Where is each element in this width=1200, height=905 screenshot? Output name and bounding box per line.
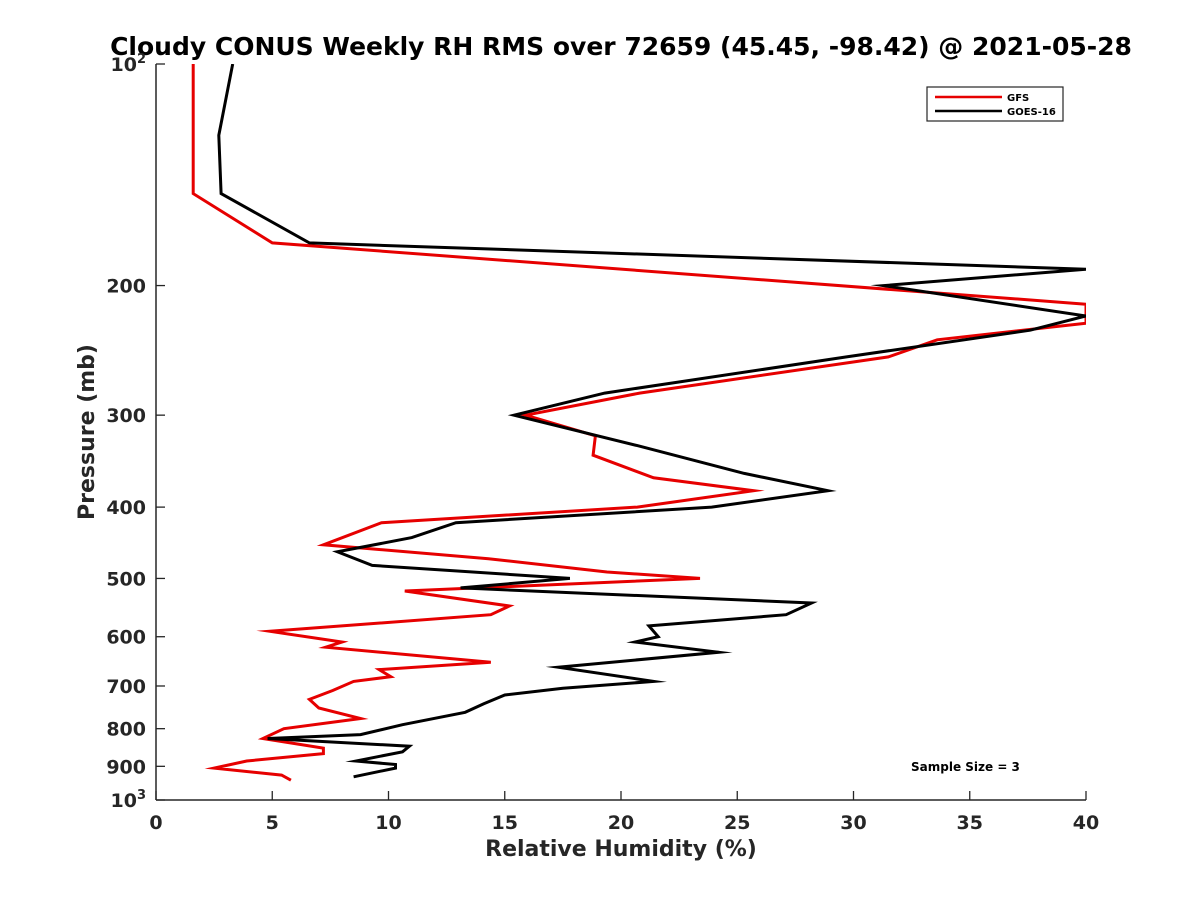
x-tick-label: 15	[492, 812, 518, 834]
legend-box	[926, 86, 1064, 122]
chart-title: Cloudy CONUS Weekly RH RMS over 72659 (4…	[110, 32, 1132, 61]
y-tick-label: 103	[111, 788, 147, 812]
x-tick-label: 20	[608, 812, 634, 834]
y-tick-label: 400	[106, 497, 146, 519]
axes	[155, 64, 1086, 801]
series-layer	[191, 64, 1086, 782]
legend-label-goes16: GOES-16	[1007, 107, 1056, 118]
x-tick-label: 5	[266, 812, 279, 834]
legend: GFS GOES-16	[926, 86, 1064, 122]
ticks: 0 5 10 15 20 25 30 35 40 102 200 300 400 500 600 700 800…	[106, 52, 1099, 834]
y-tick-label: 500	[106, 568, 146, 590]
sample-size-annotation: Sample Size = 3	[911, 760, 1020, 774]
series-line-gfs	[191, 64, 1086, 782]
y-tick-label: 700	[106, 676, 146, 698]
x-tick-label: 30	[840, 812, 866, 834]
series-line-goes16	[217, 64, 1086, 779]
x-tick-label: 25	[724, 812, 750, 834]
x-tick-label: 35	[957, 812, 983, 834]
y-tick-label: 900	[106, 756, 146, 778]
y-tick-label: 800	[106, 719, 146, 741]
x-axis-label: Relative Humidity (%)	[485, 837, 757, 862]
y-tick-label: 600	[106, 627, 146, 649]
x-tick-label: 40	[1073, 812, 1099, 834]
y-tick-label: 102	[111, 52, 147, 76]
x-tick-label: 10	[375, 812, 401, 834]
y-tick-label: 300	[106, 405, 146, 427]
y-tick-label: 200	[106, 276, 146, 298]
x-tick-label: 0	[149, 812, 162, 834]
y-axis-label: Pressure (mb)	[75, 344, 100, 520]
legend-label-gfs: GFS	[1007, 93, 1029, 104]
